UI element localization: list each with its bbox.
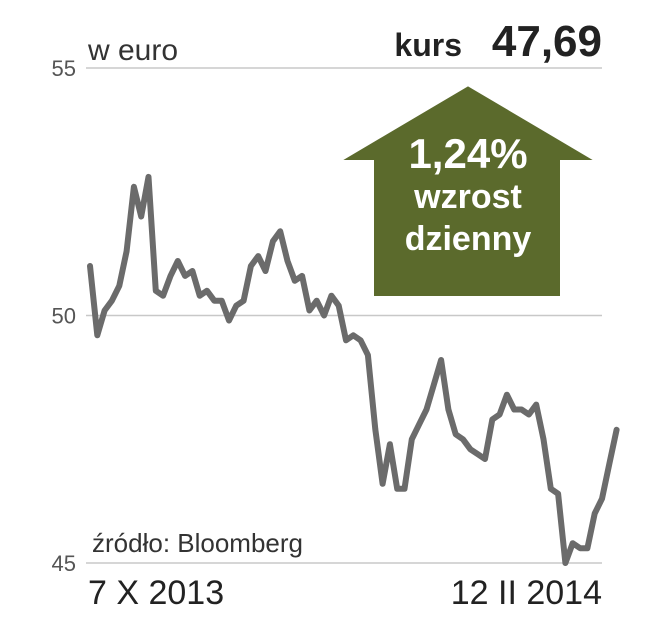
badge: 1,24% wzrost dzienny xyxy=(328,81,608,300)
badge-text: dzienny xyxy=(405,220,532,258)
y-tick-label: 45 xyxy=(52,551,76,576)
unit-label: w euro xyxy=(87,34,178,67)
price-line xyxy=(87,173,620,566)
y-tick-label: 50 xyxy=(52,304,76,329)
source: źródło: Bloomberg xyxy=(92,528,303,558)
price-label: kurs xyxy=(394,27,462,63)
y-tick-label: 55 xyxy=(52,56,76,81)
badge-arrow xyxy=(328,81,608,300)
x-tick-label: 12 II 2014 xyxy=(451,574,602,612)
badge-text: wzrost xyxy=(413,178,522,216)
badge-change: 1,24% xyxy=(408,130,527,177)
price: 47,69 xyxy=(492,17,602,66)
x-tick-label: 7 X 2013 xyxy=(88,574,224,612)
